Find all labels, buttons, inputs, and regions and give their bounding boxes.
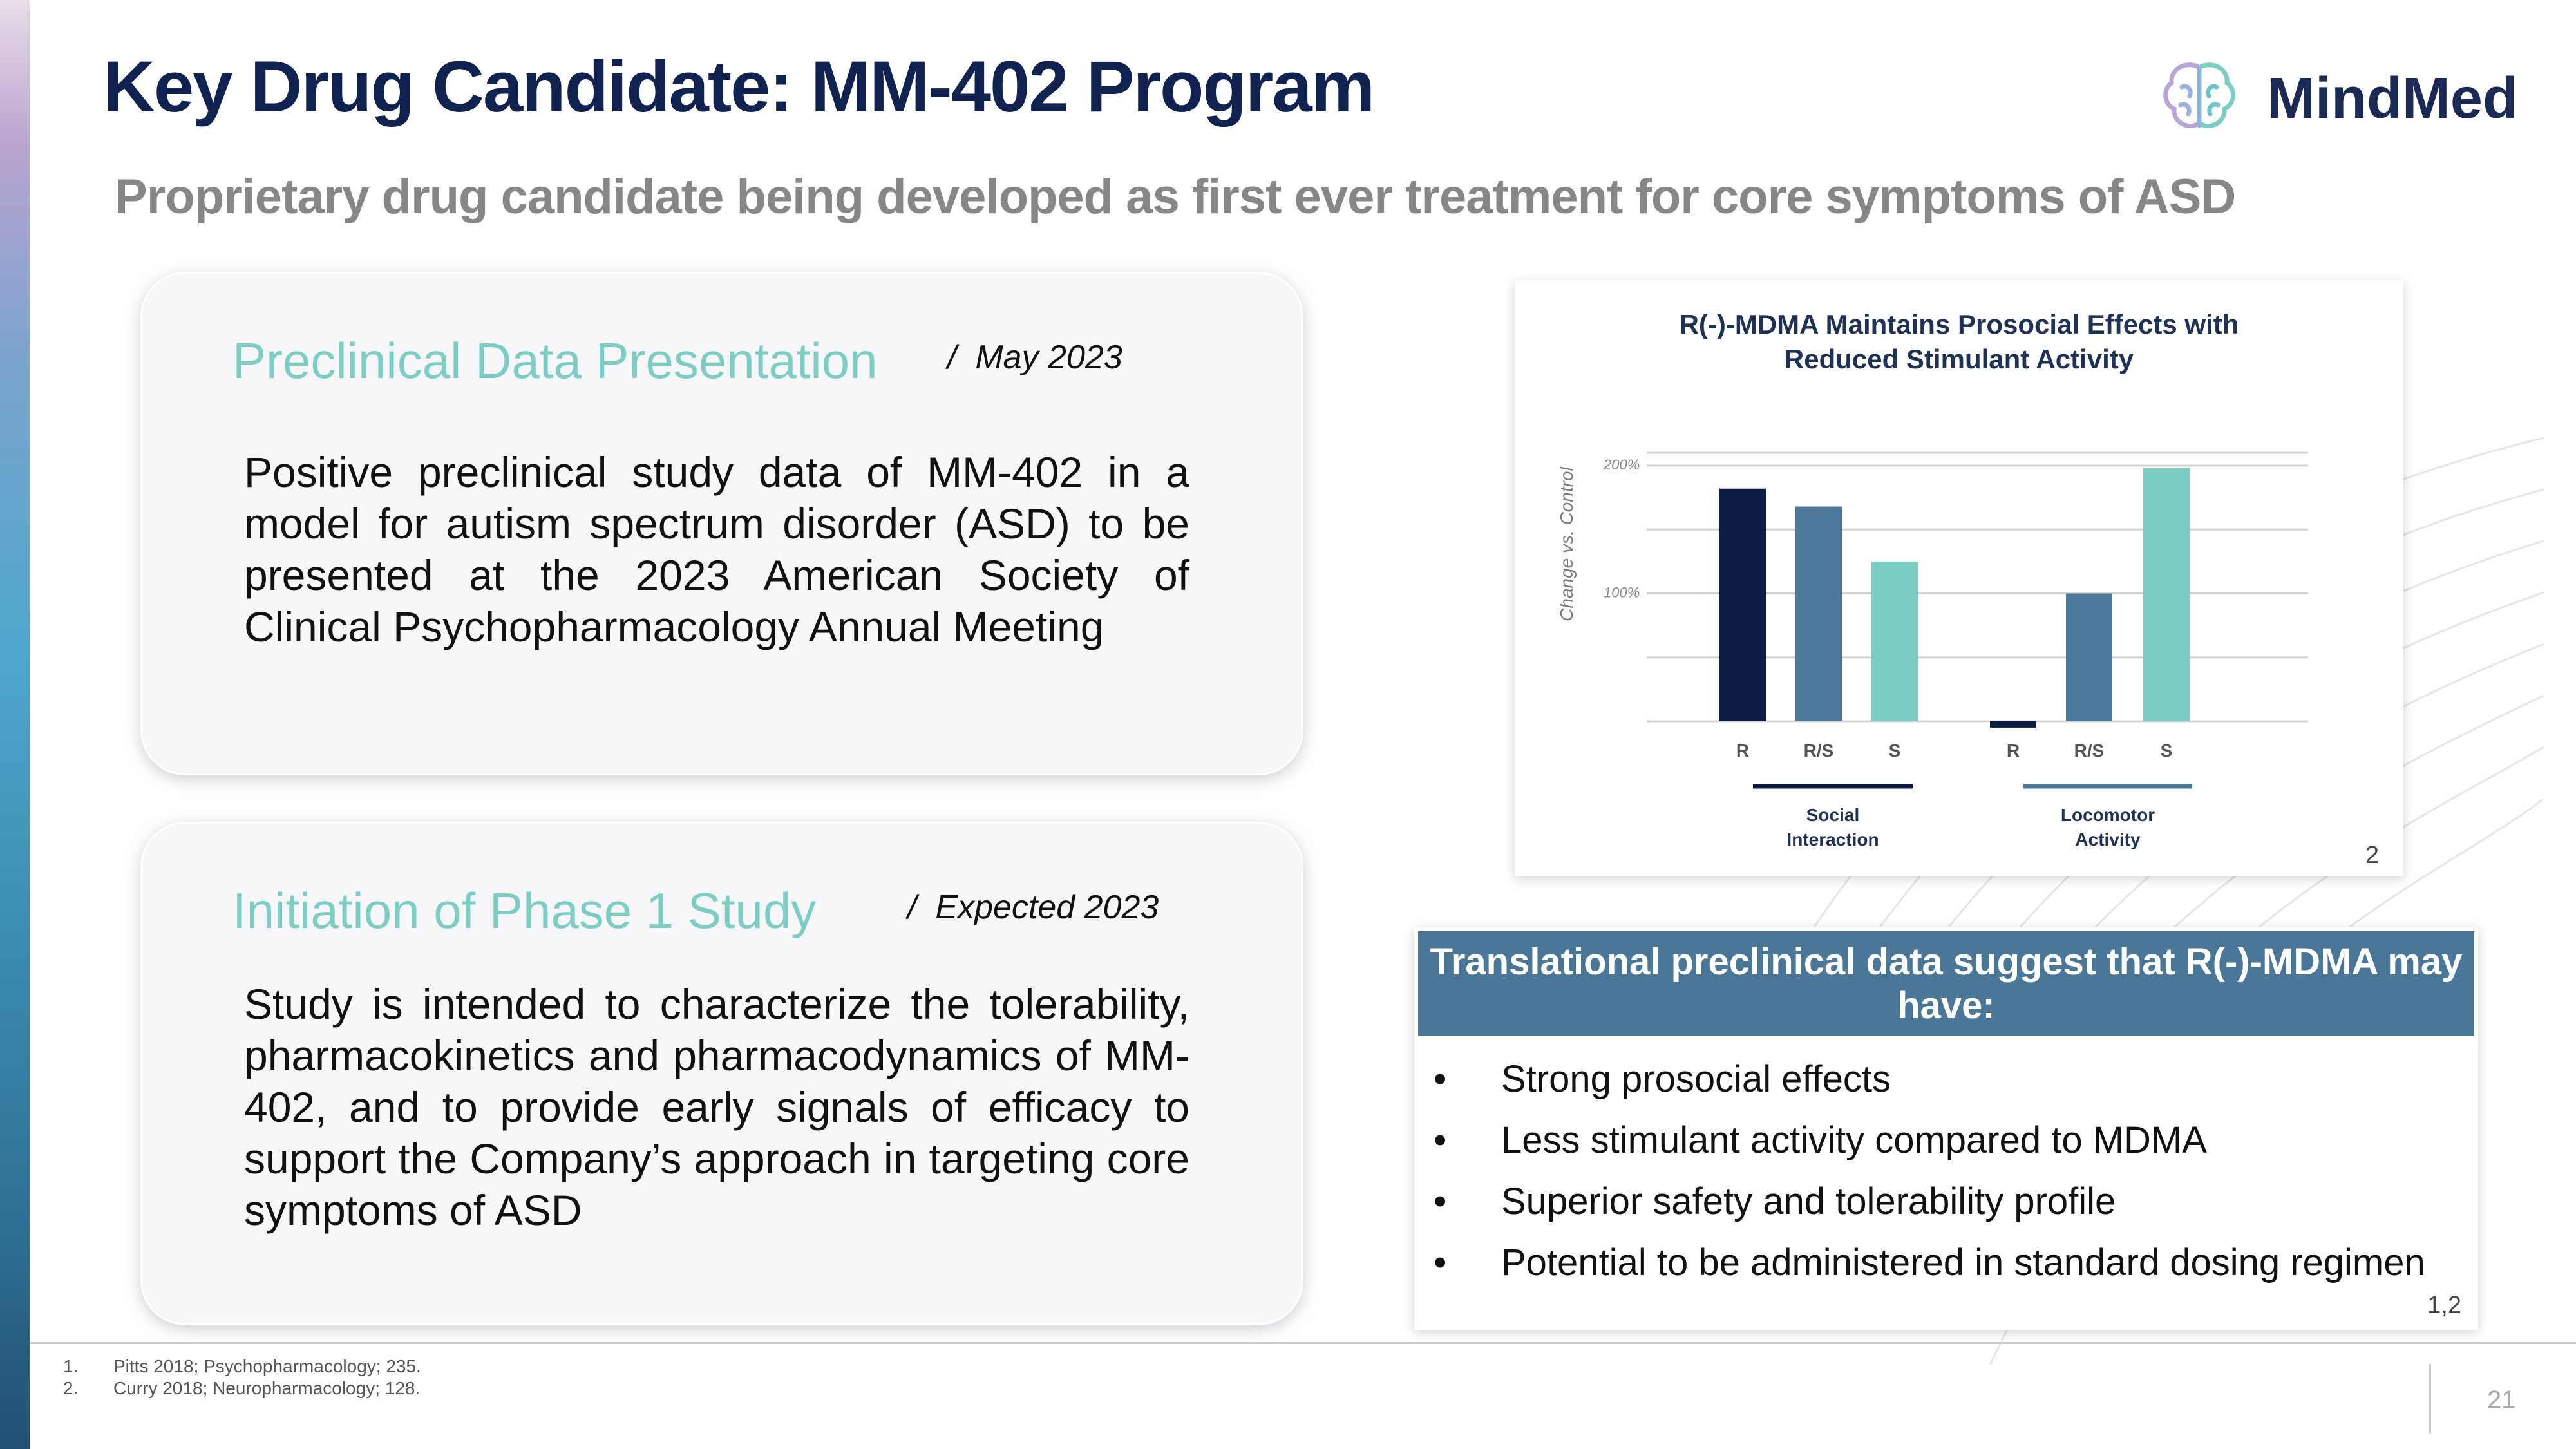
bar-chart: 200% 100% Change vs. Control R R/S S R R/S S Soci… xyxy=(1557,451,2308,849)
translational-header: Translational preclinical data suggest t… xyxy=(1418,931,2474,1036)
y-axis-label: Change vs. Control xyxy=(1557,466,1577,621)
phase1-card: Initiation of Phase 1 Study / Expected 2… xyxy=(140,822,1303,1325)
bar xyxy=(1990,721,2036,728)
bullet-item: • Strong prosocial effects xyxy=(1434,1048,2425,1110)
bullet-item: • Less stimulant activity compared to MDM… xyxy=(1434,1110,2425,1171)
card-date-text: Expected 2023 xyxy=(935,889,1159,926)
x-tick-label: S xyxy=(2161,741,2173,761)
translational-box: Translational preclinical data suggest t… xyxy=(1414,927,2478,1330)
x-tick-label: R/S xyxy=(2074,741,2105,761)
slide-title: Key Drug Candidate: MM-402 Program xyxy=(103,46,1375,127)
bullet-icon: • xyxy=(1434,1180,1447,1222)
page-number: 21 xyxy=(2487,1386,2516,1414)
bar xyxy=(2143,468,2190,721)
footnote-text: Pitts 2018; Psychopharmacology; 235. xyxy=(113,1356,421,1376)
bullet-item: • Superior safety and tolerability profil… xyxy=(1434,1171,2425,1232)
footnote: 1. Pitts 2018; Psychopharmacology; 235. xyxy=(63,1356,421,1377)
company-logo: MindMed xyxy=(2151,52,2518,142)
brain-icon xyxy=(2163,62,2235,128)
card-heading: Preclinical Data Presentation xyxy=(232,332,878,389)
card-body: Positive preclinical study data of MM-40… xyxy=(244,448,1189,650)
footnote-number: 2. xyxy=(63,1378,79,1398)
bullet-text: Potential to be administered in standard… xyxy=(1501,1242,2425,1283)
date-separator: / xyxy=(907,889,917,926)
footnote-number: 1. xyxy=(63,1356,79,1376)
bar xyxy=(1795,506,1842,721)
bullet-text: Superior safety and tolerability profile xyxy=(1501,1180,2116,1222)
group-label: Locomotor xyxy=(2061,805,2155,825)
logo-text: MindMed xyxy=(2267,66,2518,131)
chart-title-line: Reduced Stimulant Activity xyxy=(1784,344,2134,374)
x-tick-label: R xyxy=(2007,741,2020,761)
bullet-list: • Strong prosocial effects • Less stimulan… xyxy=(1434,1048,2425,1293)
x-tick-label: R/S xyxy=(1804,741,1834,761)
bullet-icon: • xyxy=(1434,1242,1447,1283)
group-label: Activity xyxy=(2075,829,2141,849)
card-date: / Expected 2023 xyxy=(907,888,1159,927)
chart-title: R(-)-MDMA Maintains Prosocial Effects wi… xyxy=(1515,307,2403,377)
bar xyxy=(1871,561,1918,721)
page-number-divider xyxy=(2429,1364,2431,1434)
bullet-item: • Potential to be administered in standar… xyxy=(1434,1232,2425,1293)
date-separator: / xyxy=(947,339,957,376)
card-date: / May 2023 xyxy=(947,338,1122,377)
card-heading: Initiation of Phase 1 Study xyxy=(232,882,817,939)
bar xyxy=(1719,488,1766,721)
slide-subtitle: Proprietary drug candidate being develop… xyxy=(115,169,2236,224)
card-date-text: May 2023 xyxy=(975,339,1122,376)
group-label: Social xyxy=(1806,805,1859,825)
chart-panel: R(-)-MDMA Maintains Prosocial Effects wi… xyxy=(1515,280,2403,876)
x-tick-label: R xyxy=(1736,741,1749,761)
left-accent-bar xyxy=(0,0,30,1449)
footnote-text: Curry 2018; Neuropharmacology; 128. xyxy=(113,1378,421,1398)
y-tick-label: 100% xyxy=(1604,585,1640,601)
chart-footnote-ref: 2 xyxy=(2365,842,2379,869)
group-label: Interaction xyxy=(1786,829,1879,849)
footer-divider xyxy=(30,1342,2576,1344)
bar xyxy=(2066,593,2112,721)
bullet-text: Strong prosocial effects xyxy=(1501,1058,1891,1100)
x-tick-label: S xyxy=(1889,741,1901,761)
translational-ref: 1,2 xyxy=(2427,1292,2461,1319)
footnote: 2. Curry 2018; Neuropharmacology; 128. xyxy=(63,1378,420,1399)
bullet-icon: • xyxy=(1434,1119,1447,1161)
y-tick-label: 200% xyxy=(1603,457,1640,473)
bullet-text: Less stimulant activity compared to MDMA xyxy=(1501,1119,2207,1161)
preclinical-card: Preclinical Data Presentation / May 2023… xyxy=(140,272,1303,775)
bullet-icon: • xyxy=(1434,1058,1447,1100)
card-body: Study is intended to characterize the to… xyxy=(244,980,1189,1234)
chart-title-line: R(-)-MDMA Maintains Prosocial Effects wi… xyxy=(1679,309,2239,339)
